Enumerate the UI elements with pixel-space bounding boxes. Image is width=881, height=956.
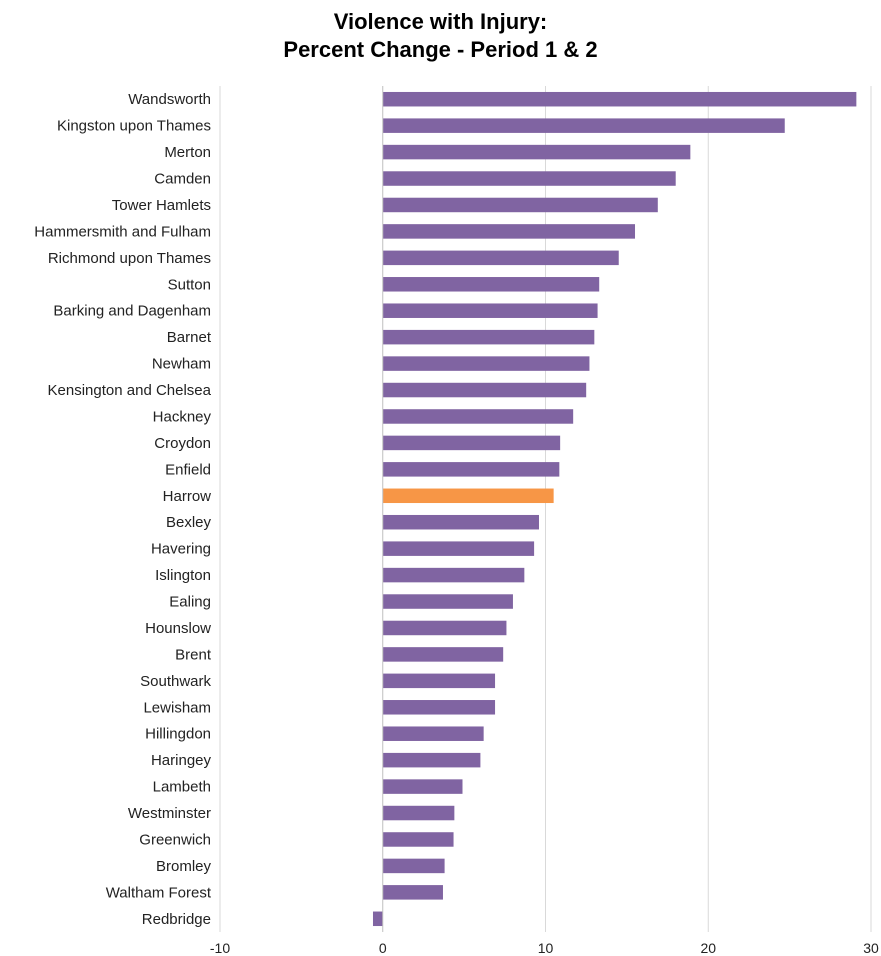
bar-lewisham: [382, 700, 496, 715]
category-label: Hounslow: [145, 620, 211, 637]
category-label: Ealing: [169, 594, 211, 611]
category-label: Brent: [175, 646, 212, 663]
chart-title-line-2: Percent Change - Period 1 & 2: [283, 37, 598, 62]
bar-hounslow: [382, 620, 507, 636]
category-label: Hackney: [153, 408, 212, 425]
bar-lambeth: [382, 779, 463, 794]
category-label: Newham: [152, 356, 211, 373]
category-label: Sutton: [168, 276, 211, 293]
category-label: Havering: [151, 541, 211, 558]
bar-merton: [382, 144, 691, 160]
category-label: Wandsworth: [128, 91, 211, 108]
bar-redbridge: [372, 911, 383, 927]
x-tick-label: 10: [538, 940, 554, 956]
category-label: Camden: [154, 171, 211, 188]
bar-tower-hamlets: [382, 197, 658, 213]
bar-waltham-forest: [382, 885, 443, 900]
category-label: Bromley: [156, 858, 212, 875]
category-label: Bexley: [166, 514, 212, 531]
category-label: Hammersmith and Fulham: [34, 223, 211, 240]
bar-hackney: [382, 409, 574, 424]
bar-wandsworth: [382, 91, 857, 107]
bar-kingston-upon-thames: [382, 118, 785, 133]
category-label: Harrow: [163, 488, 212, 505]
bar-camden: [382, 171, 676, 186]
bar-richmond-upon-thames: [382, 250, 619, 266]
chart-title-line-1: Violence with Injury:: [333, 9, 548, 34]
category-label: Richmond upon Thames: [48, 250, 211, 267]
bar-hammersmith-and-fulham: [382, 224, 636, 239]
category-label: Haringey: [151, 752, 212, 769]
bar-newham: [382, 356, 590, 371]
category-label: Redbridge: [142, 911, 211, 928]
bar-greenwich: [382, 832, 454, 847]
bar-barnet: [382, 329, 595, 345]
bar-barking-and-dagenham: [382, 303, 598, 318]
category-label: Westminster: [128, 805, 211, 822]
category-label: Lambeth: [153, 779, 211, 796]
bar-islington: [382, 567, 525, 583]
x-tick-label: 20: [700, 940, 716, 956]
bar-ealing: [382, 594, 513, 609]
bar-brent: [382, 647, 504, 662]
bar-hillingdon: [382, 726, 484, 741]
category-label: Kingston upon Thames: [57, 118, 211, 135]
bar-southwark: [382, 673, 496, 689]
x-tick-label: 0: [379, 940, 387, 956]
category-label: Lewisham: [143, 699, 211, 716]
bar-sutton: [382, 277, 600, 292]
bar-enfield: [382, 462, 560, 477]
bar-havering: [382, 541, 535, 556]
bar-haringey: [382, 752, 481, 768]
bar-harrow: [382, 488, 554, 504]
x-tick-label: 30: [863, 940, 879, 956]
bar-bexley: [382, 514, 539, 530]
bar-westminster: [382, 805, 455, 821]
category-label: Kensington and Chelsea: [48, 382, 212, 399]
category-label: Islington: [155, 567, 211, 584]
bar-bromley: [382, 858, 445, 874]
category-label: Enfield: [165, 461, 211, 478]
category-label: Greenwich: [139, 831, 211, 848]
bar-croydon: [382, 435, 561, 451]
category-label: Barnet: [167, 329, 212, 346]
category-label: Tower Hamlets: [112, 197, 211, 214]
category-label: Barking and Dagenham: [53, 303, 211, 320]
x-tick-label: -10: [210, 940, 230, 956]
category-label: Merton: [164, 144, 211, 161]
category-label: Hillingdon: [145, 726, 211, 743]
category-label: Southwark: [140, 673, 211, 690]
category-label: Waltham Forest: [106, 884, 212, 901]
category-label: Croydon: [154, 435, 211, 452]
bar-kensington-and-chelsea: [382, 382, 587, 398]
